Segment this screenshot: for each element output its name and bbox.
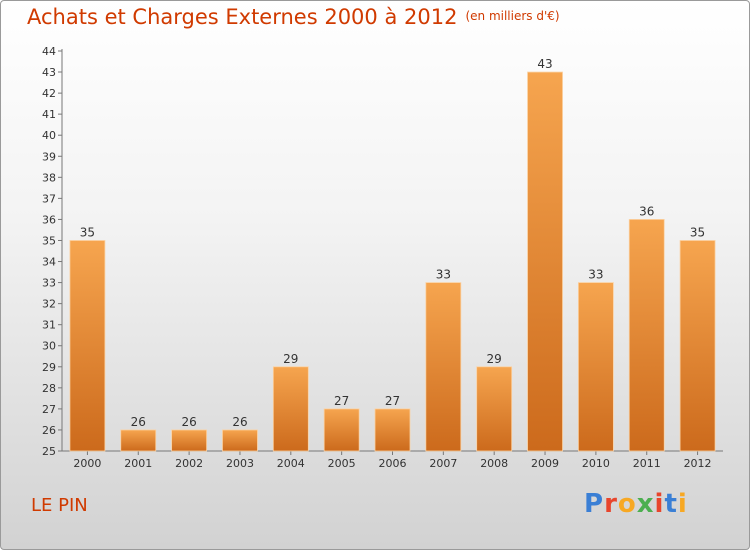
value-label: 29	[487, 352, 502, 366]
y-tick-label: 42	[42, 87, 56, 100]
value-label: 36	[639, 204, 654, 218]
value-label: 33	[588, 268, 603, 282]
value-label: 26	[232, 415, 247, 429]
y-tick-label: 30	[42, 340, 56, 353]
y-tick-label: 31	[42, 319, 56, 332]
chart-unit: (en milliers d'€)	[465, 9, 560, 23]
x-tick-label: 2011	[633, 457, 661, 470]
x-tick-label: 2000	[73, 457, 101, 470]
x-tick-label: 2002	[175, 457, 203, 470]
value-label: 29	[283, 352, 298, 366]
value-label: 43	[537, 57, 552, 71]
chart-title-text: Achats et Charges Externes 2000 à 2012	[27, 5, 458, 29]
y-tick-label: 37	[42, 192, 56, 205]
x-tick-label: 2009	[531, 457, 559, 470]
value-label: 26	[131, 415, 146, 429]
bar-2000	[69, 240, 106, 452]
y-tick-label: 25	[42, 445, 56, 458]
bar-2009	[527, 71, 563, 452]
bar-2010	[577, 282, 614, 452]
y-tick-label: 40	[42, 129, 56, 142]
bar-2005	[323, 408, 360, 452]
y-tick-label: 29	[42, 361, 56, 374]
x-tick-label: 2005	[328, 457, 356, 470]
y-tick-label: 39	[42, 150, 56, 163]
x-tick-label: 2012	[684, 457, 712, 470]
value-label: 35	[690, 225, 705, 239]
bar-2012	[679, 240, 716, 452]
proxiti-logo: Proxiti	[584, 489, 688, 519]
x-tick-label: 2004	[277, 457, 305, 470]
bar-2004	[272, 366, 309, 452]
bar-2007	[425, 282, 462, 452]
y-tick-label: 32	[42, 298, 56, 311]
y-tick-label: 38	[42, 171, 56, 184]
x-tick-label: 2007	[429, 457, 457, 470]
bar-2002	[171, 429, 208, 452]
y-tick-label: 44	[42, 45, 56, 58]
x-tick-label: 2001	[124, 457, 152, 470]
y-tick-label: 35	[42, 234, 56, 247]
bar-2003	[222, 429, 258, 452]
value-label: 33	[436, 268, 451, 282]
logo-letter: r	[604, 489, 618, 519]
y-tick-label: 27	[42, 403, 56, 416]
bar-2006	[374, 408, 411, 452]
x-tick-label: 2006	[379, 457, 407, 470]
value-label: 35	[80, 225, 95, 239]
bar-2001	[120, 429, 157, 452]
value-label: 27	[334, 394, 349, 408]
y-tick-label: 28	[42, 382, 56, 395]
logo-letter: t	[664, 489, 678, 519]
x-tick-label: 2010	[582, 457, 610, 470]
logo-letter: i	[654, 489, 665, 519]
chart-title: Achats et Charges Externes 2000 à 2012 (e…	[27, 5, 560, 29]
value-label: 26	[181, 415, 196, 429]
logo-letter: P	[584, 489, 605, 519]
x-tick-label: 2003	[226, 457, 254, 470]
y-tick-label: 34	[42, 256, 56, 269]
logo-letter: x	[636, 489, 655, 519]
bar-2011	[628, 219, 665, 452]
y-tick-label: 26	[42, 424, 56, 437]
logo-letter: o	[617, 489, 637, 519]
x-tick-label: 2008	[480, 457, 508, 470]
commune-name: LE PIN	[31, 495, 88, 516]
bar-2008	[476, 366, 513, 452]
y-tick-label: 33	[42, 277, 56, 290]
y-tick-label: 41	[42, 108, 56, 121]
logo-letter: i	[677, 489, 688, 519]
y-tick-label: 36	[42, 213, 56, 226]
y-tick-label: 43	[42, 66, 56, 79]
value-label: 27	[385, 394, 400, 408]
